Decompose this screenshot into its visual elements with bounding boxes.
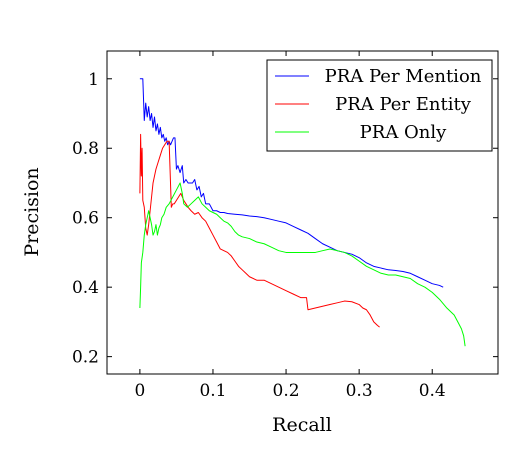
legend-label-1: PRA Per Mention <box>325 66 482 87</box>
series-line-3 <box>139 182 466 347</box>
y-tick-label: 0.2 <box>72 348 99 368</box>
legend-label-2: PRA Per Entity <box>335 94 472 115</box>
legend: PRA Per Mention PRA Per Entity PRA Only <box>266 59 493 152</box>
plot-frame <box>106 50 499 375</box>
series-line-2 <box>139 133 380 328</box>
x-tick-label: 0.3 <box>346 381 373 401</box>
x-tick-label: 0.1 <box>199 381 226 401</box>
series-line-1 <box>139 78 444 288</box>
y-tick-label: 0.8 <box>72 139 99 159</box>
y-tick-label: 0.4 <box>72 278 99 298</box>
series-lines <box>139 78 466 347</box>
legend-box <box>266 59 493 152</box>
x-tick-label: 0 <box>134 381 145 401</box>
y-tick-label: 0.6 <box>72 209 99 229</box>
x-tick-label: 0.4 <box>419 381 446 401</box>
x-tick-label: 0.2 <box>273 381 300 401</box>
x-axis-title: Recall <box>272 414 332 436</box>
axis-ticks: 0 0.1 0.2 0.3 0.4 0.2 0.4 0.6 0.8 1 <box>72 51 498 401</box>
y-axis-title: Precision <box>21 167 43 256</box>
y-tick-label: 1 <box>88 70 99 90</box>
legend-label-3: PRA Only <box>360 122 447 143</box>
